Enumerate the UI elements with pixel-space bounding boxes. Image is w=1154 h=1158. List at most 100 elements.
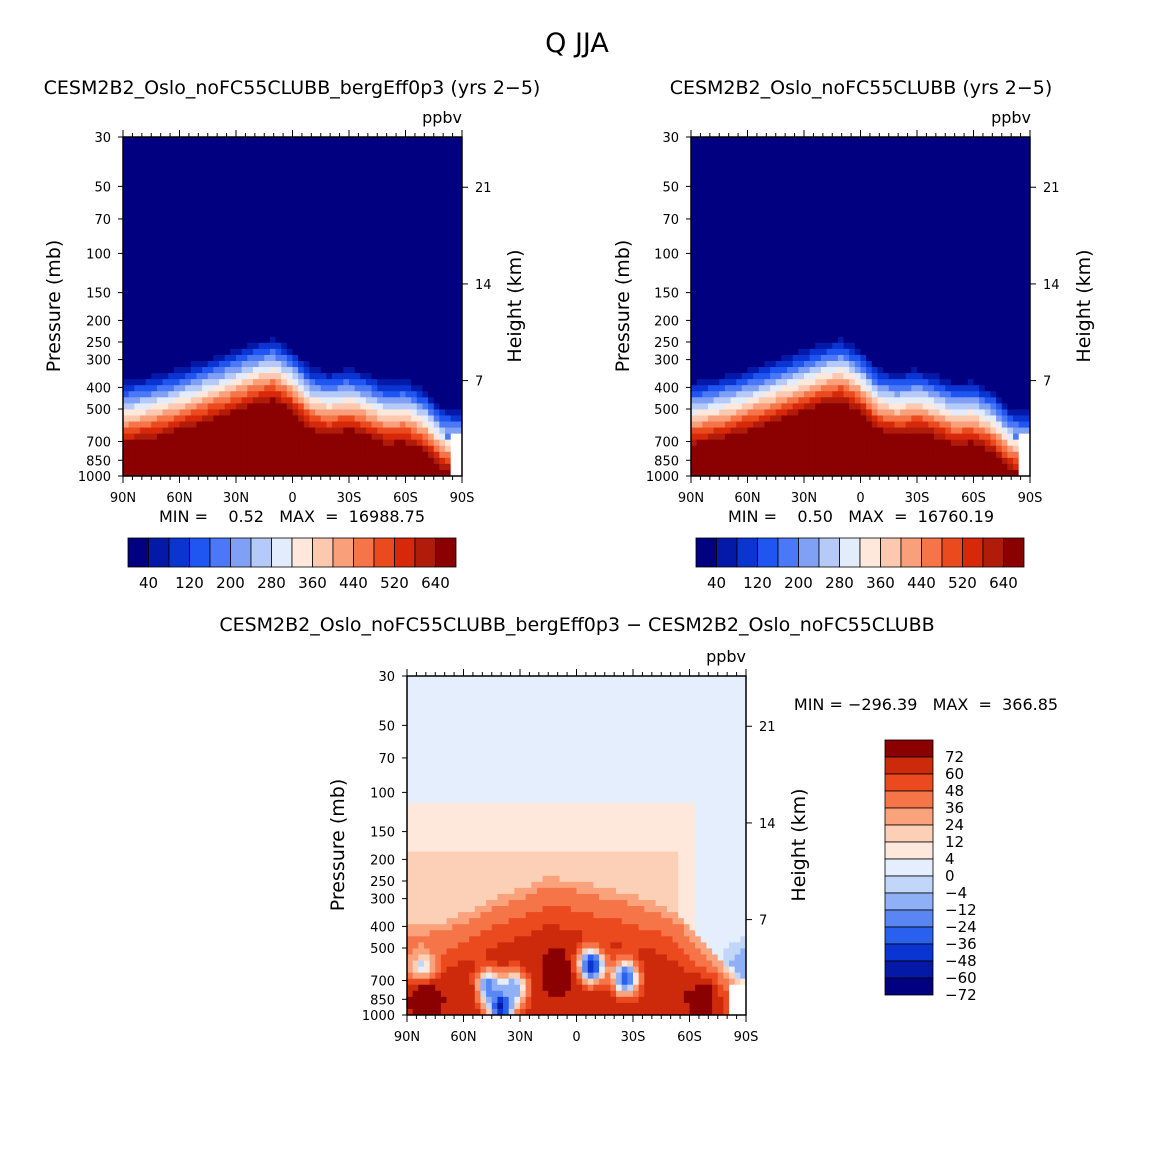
- heatmap-cell: [349, 167, 355, 174]
- heatmap-cell: [151, 204, 157, 211]
- heatmap-cell: [781, 337, 787, 344]
- heatmap-cell: [838, 143, 844, 150]
- heatmap-cell: [714, 422, 720, 429]
- heatmap-cell: [343, 349, 349, 356]
- heatmap-cell: [191, 355, 197, 362]
- heatmap-cell: [815, 349, 821, 356]
- heatmap-cell: [815, 246, 821, 253]
- heatmap-cell: [185, 185, 191, 192]
- heatmap-cell: [174, 307, 180, 314]
- heatmap-cell: [827, 258, 833, 265]
- heatmap-cell: [134, 204, 140, 211]
- heatmap-cell: [787, 422, 793, 429]
- heatmap-cell: [804, 446, 810, 453]
- heatmap-cell: [827, 361, 833, 368]
- heatmap-cell: [821, 222, 827, 229]
- heatmap-cell: [781, 373, 787, 380]
- heatmap-cell: [213, 222, 219, 229]
- heatmap-cell: [213, 403, 219, 410]
- heatmap-cell: [417, 185, 423, 192]
- heatmap-cell: [157, 149, 163, 156]
- heatmap-cell: [838, 216, 844, 223]
- heatmap-cell: [315, 397, 321, 404]
- heatmap-cell: [697, 191, 703, 198]
- heatmap-cell: [281, 446, 287, 453]
- heatmap-cell: [702, 246, 708, 253]
- heatmap-cell: [202, 313, 208, 320]
- heatmap-cell: [230, 210, 236, 217]
- heatmap-cell: [134, 313, 140, 320]
- heatmap-cell: [804, 343, 810, 350]
- heatmap-cell: [394, 428, 400, 435]
- heatmap-cell: [355, 161, 361, 168]
- heatmap-cell: [225, 434, 231, 441]
- heatmap-cell: [804, 458, 810, 465]
- heatmap-cell: [832, 355, 838, 362]
- heatmap-cell: [383, 373, 389, 380]
- heatmap-cell: [781, 216, 787, 223]
- heatmap-cell: [759, 240, 765, 247]
- heatmap-cell: [123, 452, 129, 459]
- heatmap-cell: [394, 137, 400, 144]
- heatmap-cell: [731, 288, 737, 295]
- heatmap-cell: [406, 391, 412, 398]
- heatmap-cell: [719, 373, 725, 380]
- heatmap-cell: [208, 191, 214, 198]
- heatmap-cell: [270, 252, 276, 259]
- heatmap-cell: [230, 179, 236, 186]
- heatmap-cell: [764, 422, 770, 429]
- heatmap-cell: [422, 403, 428, 410]
- heatmap-cell: [422, 288, 428, 295]
- heatmap-cell: [304, 307, 310, 314]
- heatmap-cell: [759, 137, 765, 144]
- heatmap-cell: [343, 198, 349, 205]
- heatmap-cell: [146, 282, 152, 289]
- heatmap-cell: [389, 300, 395, 307]
- heatmap-cell: [753, 355, 759, 362]
- heatmap-cell: [691, 228, 697, 235]
- heatmap-cell: [748, 307, 754, 314]
- heatmap-cell: [304, 179, 310, 186]
- heatmap-cell: [281, 149, 287, 156]
- heatmap-cell: [838, 210, 844, 217]
- heatmap-cell: [213, 258, 219, 265]
- heatmap-cell: [691, 258, 697, 265]
- heatmap-cell: [428, 307, 434, 314]
- heatmap-cell: [702, 173, 708, 180]
- heatmap-cell: [372, 258, 378, 265]
- heatmap-cell: [321, 155, 327, 162]
- heatmap-cell: [400, 179, 406, 186]
- heatmap-cell: [411, 452, 417, 459]
- heatmap-cell: [253, 458, 259, 465]
- heatmap-cell: [196, 379, 202, 386]
- heatmap-cell: [759, 300, 765, 307]
- heatmap-cell: [168, 204, 174, 211]
- heatmap-cell: [815, 179, 821, 186]
- heatmap-cell: [759, 288, 765, 295]
- heatmap-cell: [264, 216, 270, 223]
- heatmap-cell: [736, 415, 742, 422]
- heatmap-cell: [406, 422, 412, 429]
- heatmap-cell: [770, 282, 776, 289]
- heatmap-cell: [372, 294, 378, 301]
- heatmap-cell: [242, 294, 248, 301]
- heatmap-cell: [253, 282, 259, 289]
- heatmap-cell: [714, 403, 720, 410]
- heatmap-cell: [827, 337, 833, 344]
- heatmap-cell: [163, 252, 169, 259]
- y2-tick-label: 14: [475, 278, 492, 293]
- heatmap-cell: [731, 446, 737, 453]
- heatmap-cell: [196, 403, 202, 410]
- heatmap-cell: [196, 191, 202, 198]
- heatmap-cell: [304, 415, 310, 422]
- heatmap-cell: [338, 198, 344, 205]
- heatmap-cell: [287, 137, 293, 144]
- heatmap-cell: [394, 391, 400, 398]
- heatmap-cell: [196, 397, 202, 404]
- heatmap-cell: [326, 137, 332, 144]
- heatmap-cell: [394, 179, 400, 186]
- heatmap-cell: [157, 434, 163, 441]
- heatmap-cell: [417, 458, 423, 465]
- heatmap-cell: [400, 137, 406, 144]
- heatmap-cell: [321, 385, 327, 392]
